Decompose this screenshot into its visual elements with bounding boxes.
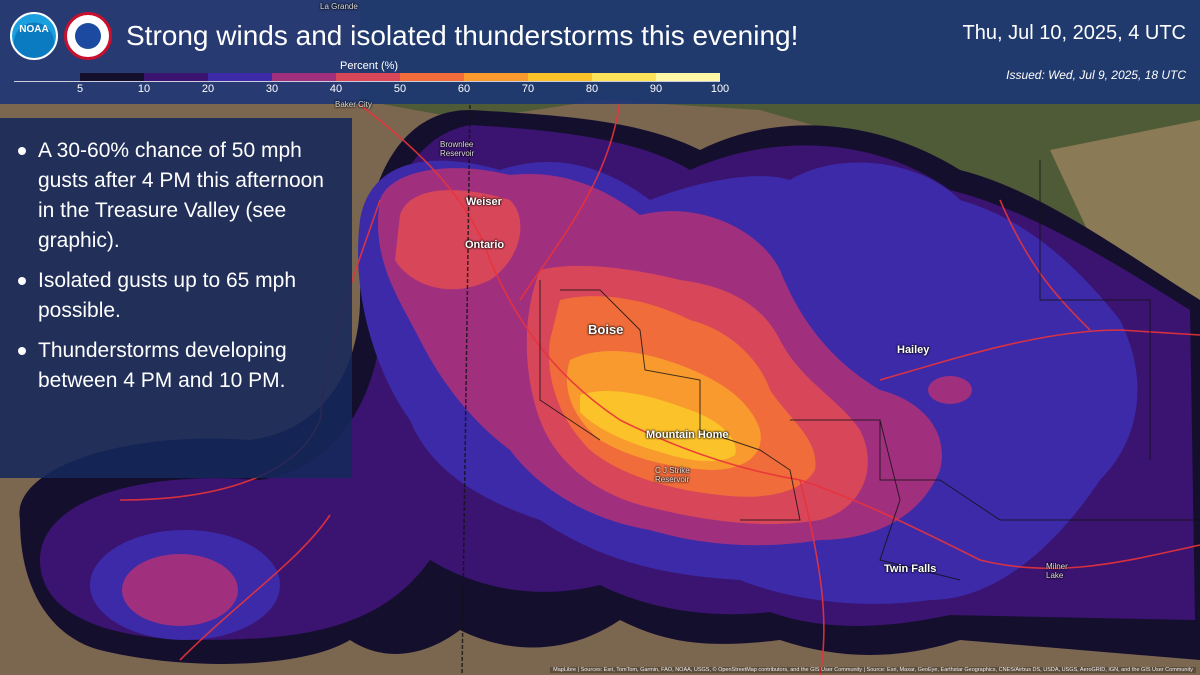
page-title: Strong winds and isolated thunderstorms …	[126, 20, 799, 51]
contour-30pct-west	[122, 554, 238, 626]
city-label-twin-falls: Twin Falls	[884, 563, 937, 575]
legend-tick-label: 5	[76, 83, 84, 95]
city-label-weiser: Weiser	[466, 196, 502, 208]
reservoir-label-brownlee: Brownlee Reservoir	[440, 140, 475, 158]
contour-30pct-east	[928, 376, 972, 404]
legend-swatch	[400, 73, 464, 81]
legend-axis	[14, 81, 720, 82]
legend-tick-label: 90	[649, 83, 663, 95]
legend-tick-label: 20	[201, 83, 215, 95]
info-panel: A 30-60% chance of 50 mph gusts after 4 …	[0, 118, 352, 478]
legend-tick-label: 30	[265, 83, 279, 95]
legend-swatch	[272, 73, 336, 81]
legend-swatch	[80, 73, 144, 81]
noaa-logo-text: NOAA	[19, 24, 49, 35]
legend-title: Percent (%)	[340, 60, 399, 72]
boundaries	[461, 104, 1200, 675]
roads	[119, 99, 1200, 675]
color-legend	[80, 73, 720, 81]
legend-swatch	[656, 73, 720, 81]
city-label-la-grande: La Grande	[320, 2, 358, 11]
nws-logo-emblem	[75, 23, 101, 49]
legend-tick-label: 40	[329, 83, 343, 95]
legend-swatch	[528, 73, 592, 81]
noaa-logo: NOAA	[10, 12, 58, 60]
issued-time: Issued: Wed, Jul 9, 2025, 18 UTC	[1006, 68, 1186, 82]
legend-tick-label: 70	[521, 83, 535, 95]
valid-time: Thu, Jul 10, 2025, 4 UTC	[962, 22, 1186, 44]
legend-tick-label: 10	[137, 83, 151, 95]
contour-40pct	[395, 190, 521, 290]
legend-tick-label: 50	[393, 83, 407, 95]
bullet-item: Thunderstorms developing between 4 PM an…	[18, 336, 336, 396]
legend-tick-label: 100	[710, 83, 730, 95]
contour-70pct	[580, 390, 736, 462]
legend-swatch	[208, 73, 272, 81]
bullet-list: A 30-60% chance of 50 mph gusts after 4 …	[0, 118, 352, 396]
legend-swatch	[336, 73, 400, 81]
legend-swatch	[592, 73, 656, 81]
city-label-hailey: Hailey	[897, 344, 930, 356]
city-label-baker-city: Baker City	[335, 100, 372, 109]
legend-swatch	[144, 73, 208, 81]
city-label-mountain-home: Mountain Home	[646, 429, 729, 441]
bullet-item: A 30-60% chance of 50 mph gusts after 4 …	[18, 136, 336, 256]
map-attribution: MapLibre | Sources: Esri, TomTom, Garmin…	[550, 667, 1196, 673]
city-label-ontario: Ontario	[465, 239, 505, 251]
reservoir-label-cj-strike: C J Strike Reservoir	[655, 466, 690, 484]
lake-label-milner: Milner Lake	[1046, 562, 1068, 580]
city-label-boise: Boise	[588, 322, 624, 337]
header-bar: NOAA Strong winds and isolated thunderst…	[0, 0, 1200, 104]
bullet-item: Isolated gusts up to 65 mph possible.	[18, 266, 336, 326]
legend-swatch	[464, 73, 528, 81]
legend-tick-label: 60	[457, 83, 471, 95]
nws-logo	[64, 12, 112, 60]
legend-tick-label: 80	[585, 83, 599, 95]
